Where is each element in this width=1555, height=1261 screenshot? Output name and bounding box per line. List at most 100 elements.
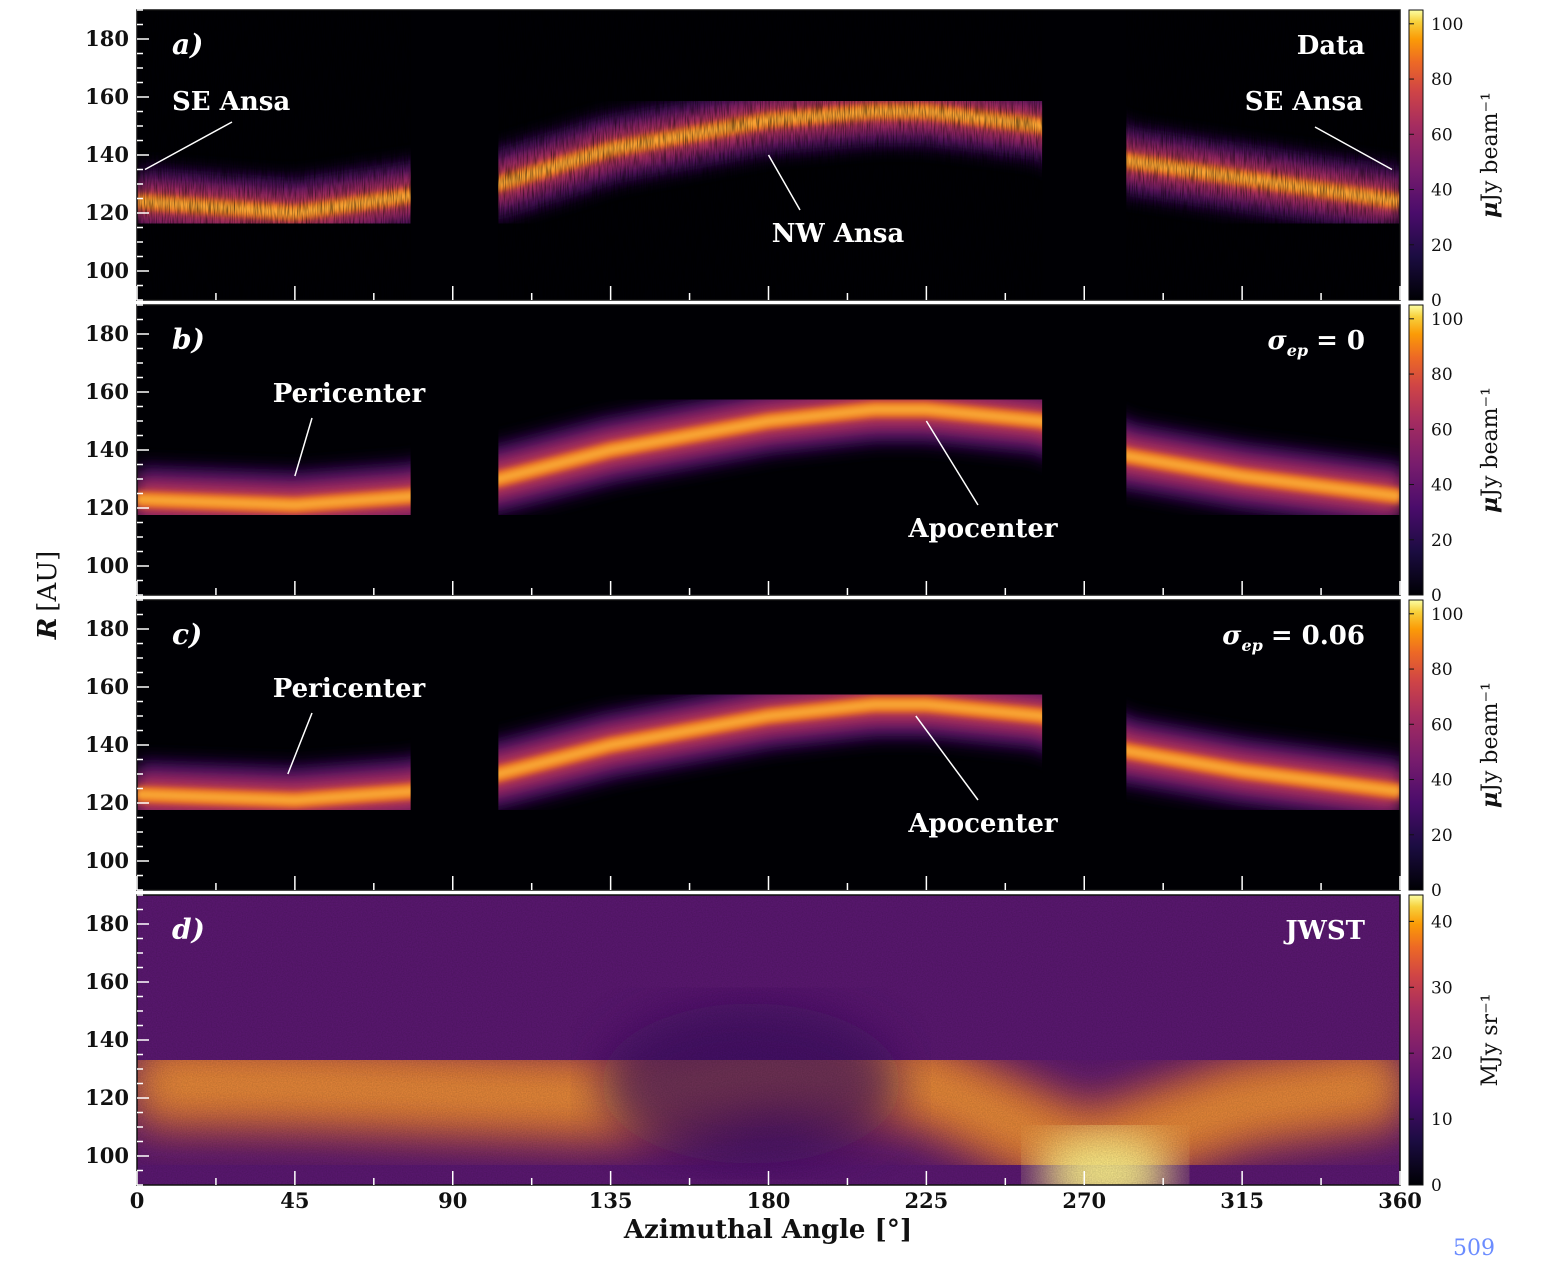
masked-region [1042, 10, 1127, 300]
colorbar-tick-label: 20 [1431, 1044, 1453, 1064]
y-tick-label: 180 [85, 321, 129, 346]
colorbar-tick-label: 80 [1431, 70, 1453, 90]
annotation-pointer [294, 417, 313, 477]
colorbar-tick-label: 0 [1431, 586, 1442, 606]
y-tick-label: 100 [85, 553, 129, 578]
colorbar-title: μJy beam⁻¹ [1477, 387, 1503, 513]
colorbar-title: μJy beam⁻¹ [1477, 92, 1503, 218]
colorbar-gradient [1408, 894, 1424, 1186]
x-tick-label: 360 [1378, 1188, 1422, 1213]
x-tick-label: 225 [904, 1188, 948, 1213]
x-axis-title: Azimuthal Angle [°] [623, 1215, 912, 1245]
page-number: 509 [1453, 1236, 1495, 1261]
y-tick-label: 140 [85, 437, 129, 462]
x-tick-label: 0 [130, 1188, 145, 1213]
y-tick-label: 140 [85, 1027, 129, 1052]
y-tick-label: 180 [85, 616, 129, 641]
colorbar-tick-label: 0 [1431, 881, 1442, 901]
masked-region [410, 305, 499, 595]
colorbar-tick-label: 80 [1431, 365, 1453, 385]
panel-letter: a) [172, 28, 203, 61]
masked-region [410, 10, 499, 300]
y-tick-label: 100 [85, 1143, 129, 1168]
colorbar-tick-label: 20 [1431, 236, 1453, 256]
x-tick-label: 45 [280, 1188, 309, 1213]
colorbar-tick-label: 40 [1431, 476, 1453, 496]
annotation-pointer [767, 154, 801, 211]
annotation-label: Apocenter [907, 514, 1058, 544]
masked-region [410, 600, 499, 890]
colorbar-tick-label: 10 [1431, 1110, 1453, 1130]
ring-emission-layer [137, 700, 1400, 804]
colorbar-tick-label: 20 [1431, 531, 1453, 551]
colorbar-tick-label: 0 [1431, 1176, 1442, 1196]
colorbar-tick-label: 40 [1431, 771, 1453, 791]
x-tick-label: 90 [438, 1188, 467, 1213]
ring-emission-layer [137, 405, 1400, 509]
colorbar-tick-label: 0 [1431, 291, 1442, 311]
panel-title: JWST [1283, 916, 1365, 946]
x-tick-label: 135 [589, 1188, 633, 1213]
colorbar-title: μJy beam⁻¹ [1477, 682, 1503, 808]
colorbar-tick-label: 80 [1431, 660, 1453, 680]
colorbar-tick-label: 40 [1431, 912, 1453, 932]
panel-title: Data [1297, 31, 1365, 61]
y-tick-label: 160 [85, 969, 129, 994]
annotation-label: SE Ansa [172, 87, 290, 117]
colorbar-gradient [1408, 304, 1424, 596]
annotation-label: Apocenter [907, 809, 1058, 839]
y-axis-title: R[AU] [33, 551, 63, 641]
y-tick-label: 120 [85, 790, 129, 815]
annotation-pointer [915, 715, 979, 801]
panel-title: σep = 0.06 [1222, 621, 1365, 655]
panel-letter: b) [172, 323, 205, 356]
colorbar-tick-label: 30 [1431, 978, 1453, 998]
annotation-label: Pericenter [273, 674, 426, 704]
annotation-label: Pericenter [273, 379, 426, 409]
colorbar-tick-label: 100 [1431, 15, 1463, 35]
y-tick-label: 160 [85, 379, 129, 404]
grain-texture [137, 895, 1400, 1185]
y-tick-label: 140 [85, 142, 129, 167]
y-tick-label: 160 [85, 84, 129, 109]
panel-3: 100 120 140 160 180 c) σep = 0.06 Pericenter Apoc… [85, 599, 1503, 901]
y-tick-label: 120 [85, 1085, 129, 1110]
annotation-pointer [1314, 126, 1393, 171]
y-tick-label: 140 [85, 732, 129, 757]
colorbar: 0 20 40 60 80 100 μJy beam⁻¹ [1408, 304, 1503, 606]
colorbar-tick-label: 20 [1431, 826, 1453, 846]
annotation-pointer [144, 121, 233, 171]
colorbar-title: MJy sr⁻¹ [1478, 993, 1503, 1086]
x-tick-label: 180 [747, 1188, 791, 1213]
y-tick-label: 180 [85, 911, 129, 936]
annotation-label: NW Ansa [772, 219, 905, 249]
masked-region [1042, 600, 1127, 890]
annotation-label: SE Ansa [1245, 87, 1363, 117]
panel-letter: d) [172, 913, 205, 946]
y-tick-label: 100 [85, 258, 129, 283]
y-tick-label: 180 [85, 26, 129, 51]
y-tick-label: 120 [85, 495, 129, 520]
annotation-pointer [925, 420, 979, 506]
colorbar: 0 10 20 30 40 MJy sr⁻¹ [1408, 894, 1503, 1196]
masked-region [1042, 305, 1127, 595]
colorbar: 0 20 40 60 80 100 μJy beam⁻¹ [1408, 599, 1503, 901]
colorbar-tick-label: 100 [1431, 605, 1463, 625]
y-tick-label: 100 [85, 848, 129, 873]
colorbar-tick-label: 60 [1431, 715, 1453, 735]
panel-title: σep = 0 [1268, 326, 1365, 360]
colorbar-tick-label: 40 [1431, 181, 1453, 201]
y-tick-label: 120 [85, 200, 129, 225]
panel-4: 100 120 140 160 180 d) JWST 0 10 20 30 40 MJy sr⁻¹ [85, 894, 1503, 1196]
colorbar-tick-label: 60 [1431, 420, 1453, 440]
panel-1: 100 120 140 160 180 a) Data SE Ansa NW Ansa SE An… [85, 9, 1503, 311]
annotation-pointer [287, 712, 313, 775]
colorbar-tick-label: 60 [1431, 125, 1453, 145]
x-tick-label: 315 [1220, 1188, 1264, 1213]
colorbar-tick-label: 100 [1431, 310, 1463, 330]
panel-2: 100 120 140 160 180 b) σep = 0 Pericenter Apocent… [85, 304, 1503, 606]
y-tick-label: 160 [85, 674, 129, 699]
x-tick-label: 270 [1062, 1188, 1106, 1213]
colorbar: 0 20 40 60 80 100 μJy beam⁻¹ [1408, 9, 1503, 311]
